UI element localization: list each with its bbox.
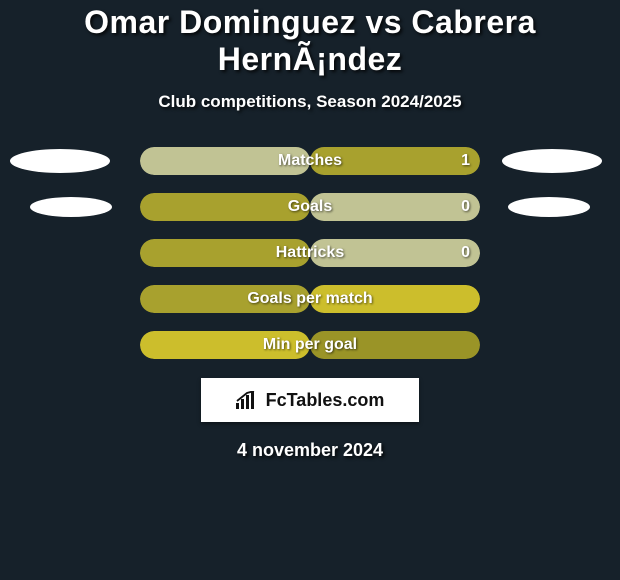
stat-row: Matches1 bbox=[0, 138, 620, 184]
bar-fill-left bbox=[140, 193, 310, 221]
stat-row: Hattricks0 bbox=[0, 230, 620, 276]
player-marker-left bbox=[10, 149, 110, 173]
stat-bar: Min per goal bbox=[140, 331, 480, 359]
stat-row: Goals per match bbox=[0, 276, 620, 322]
bar-fill-right bbox=[310, 239, 480, 267]
stat-row: Goals0 bbox=[0, 184, 620, 230]
stat-row: Min per goal bbox=[0, 322, 620, 368]
player-marker-left bbox=[30, 197, 112, 217]
bar-fill-left bbox=[140, 239, 310, 267]
bar-fill-right bbox=[310, 331, 480, 359]
player-marker-right bbox=[508, 197, 590, 217]
page-title: Omar Dominguez vs Cabrera HernÃ¡ndez bbox=[0, 4, 620, 78]
chart-icon bbox=[236, 391, 258, 409]
stats-rows: Matches1 Goals0 Hattricks0 Goals per match M… bbox=[0, 138, 620, 368]
comparison-card: Omar Dominguez vs Cabrera HernÃ¡ndez Clu… bbox=[0, 0, 620, 461]
bar-fill-right bbox=[310, 147, 480, 175]
bar-fill-right bbox=[310, 193, 480, 221]
bar-fill-left bbox=[140, 147, 310, 175]
stat-bar: Hattricks0 bbox=[140, 239, 480, 267]
brand-badge: FcTables.com bbox=[201, 378, 419, 422]
bar-fill-left bbox=[140, 331, 310, 359]
bar-fill-left bbox=[140, 285, 310, 313]
stat-bar: Matches1 bbox=[140, 147, 480, 175]
bar-fill-right bbox=[310, 285, 480, 313]
player-marker-right bbox=[502, 149, 602, 173]
date-line: 4 november 2024 bbox=[237, 440, 383, 461]
page-subtitle: Club competitions, Season 2024/2025 bbox=[158, 92, 461, 112]
stat-bar: Goals per match bbox=[140, 285, 480, 313]
stat-bar: Goals0 bbox=[140, 193, 480, 221]
brand-text: FcTables.com bbox=[266, 390, 385, 411]
